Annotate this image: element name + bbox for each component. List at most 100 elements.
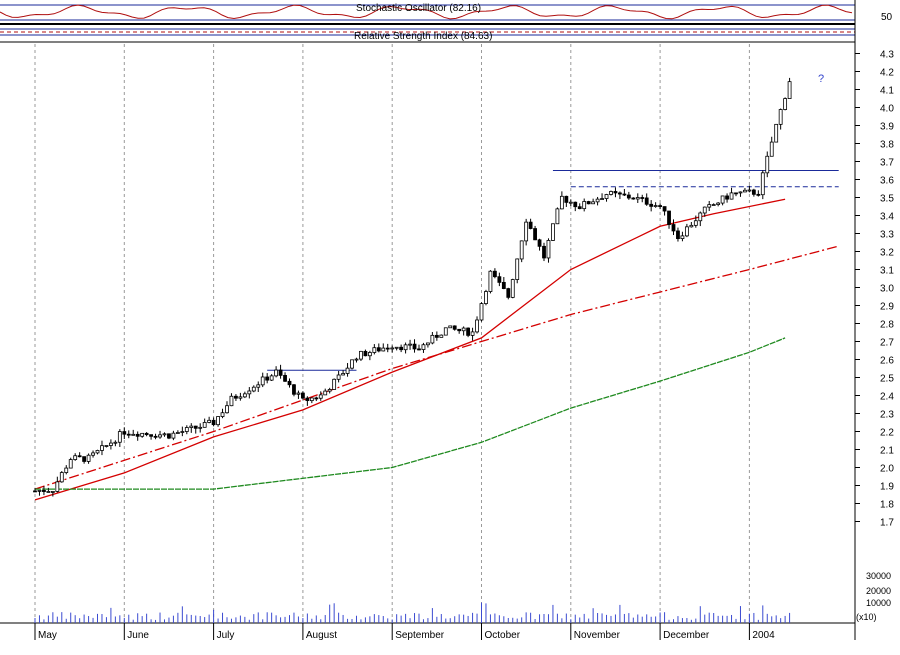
candle-body	[519, 240, 524, 260]
candle-body	[403, 344, 408, 351]
month-label: November	[574, 630, 621, 641]
candle-body	[729, 192, 734, 200]
candle-body	[126, 433, 131, 436]
candle-body	[546, 240, 551, 259]
candle-body	[448, 325, 453, 329]
candle-body	[542, 245, 546, 259]
candle-body	[524, 221, 529, 242]
candle-body	[341, 373, 345, 376]
month-label: May	[38, 630, 57, 641]
month-label: 2004	[752, 630, 775, 641]
candle-body	[501, 281, 506, 289]
candle-body	[207, 419, 212, 423]
candle-body	[180, 431, 185, 433]
month-label: October	[485, 630, 521, 641]
candle-body	[756, 193, 761, 196]
candle-body	[738, 191, 743, 194]
candle-body	[234, 395, 238, 399]
candle-body	[533, 228, 537, 241]
question-mark-annotation: ?	[818, 73, 824, 85]
candle-body	[613, 191, 618, 194]
candle-body	[417, 348, 421, 351]
candle-body	[582, 201, 587, 210]
candle-body	[256, 384, 261, 388]
candle-body	[122, 431, 127, 435]
candle-body	[167, 433, 171, 439]
candle-body	[426, 342, 430, 346]
candle-body	[287, 380, 292, 386]
candle-body	[327, 389, 332, 392]
candle-body	[595, 198, 600, 203]
candle-body	[497, 276, 502, 283]
price-tick-label: 3.7	[880, 158, 894, 169]
candle-body	[144, 432, 149, 436]
candle-body	[332, 378, 337, 390]
price-tick-label: 4.0	[880, 104, 894, 115]
price-tick-label: 4.3	[880, 50, 894, 61]
candle-body	[135, 433, 140, 437]
price-tick-label: 1.8	[880, 500, 894, 511]
candle-body	[653, 205, 658, 207]
candle-body	[50, 491, 55, 493]
candle-body	[345, 367, 350, 374]
candle-body	[399, 346, 404, 351]
price-tick-label: 3.9	[880, 122, 894, 133]
candle-body	[100, 445, 104, 451]
candle-body	[46, 491, 51, 493]
price-tick-label: 3.8	[880, 140, 894, 151]
candle-body	[359, 350, 363, 360]
candle-body	[314, 397, 319, 400]
volume-axis: 30000 20000 10000 (x10)	[856, 571, 891, 622]
candle-body	[198, 426, 203, 429]
candle-body	[33, 490, 37, 493]
volume-tick-label: 20000	[866, 586, 891, 596]
candle-body	[568, 201, 573, 204]
candle-body	[283, 374, 287, 382]
candle-body	[676, 230, 680, 240]
candle-body	[372, 347, 377, 353]
candle-body	[189, 425, 194, 428]
candle-body	[640, 197, 645, 199]
month-label: June	[127, 630, 149, 641]
price-tick-label: 3.1	[880, 266, 894, 277]
price-tick-label: 2.8	[880, 320, 894, 331]
candle-body	[64, 467, 69, 473]
candle-body	[113, 441, 118, 444]
price-tick-label: 3.5	[880, 194, 894, 205]
candle-body	[725, 195, 729, 200]
candle-body	[216, 416, 220, 426]
price-tick-label: 2.4	[880, 392, 894, 403]
candle-body	[251, 386, 256, 392]
candle-body	[783, 98, 788, 110]
candle-body	[193, 425, 198, 429]
moving-averages	[34, 198, 839, 501]
candle-body	[751, 189, 756, 195]
candle-body	[743, 189, 747, 193]
candle-body	[586, 201, 591, 205]
candle-body	[434, 334, 439, 338]
stochastic-panel: Stochastic Oscillator (82.16) 50	[0, 3, 893, 23]
candle-body	[238, 396, 243, 399]
candle-body	[787, 81, 792, 99]
candle-body	[390, 347, 395, 350]
candle-body	[609, 191, 613, 195]
candle-body	[774, 123, 779, 143]
candle-body	[109, 442, 113, 446]
candle-body	[510, 279, 515, 298]
candle-body	[354, 358, 359, 361]
candle-body	[86, 454, 91, 462]
candle-body	[658, 205, 662, 207]
candle-body	[305, 397, 310, 402]
candle-body	[91, 452, 95, 456]
candle-body	[604, 194, 609, 199]
candle-body	[104, 445, 109, 447]
candle-body	[220, 412, 225, 417]
candle-body	[430, 334, 435, 344]
candle-body	[689, 224, 694, 228]
candle-body	[591, 201, 596, 205]
candle-body	[551, 223, 555, 241]
candle-body	[622, 193, 627, 196]
price-tick-label: 2.0	[880, 464, 894, 475]
month-label: September	[395, 630, 445, 641]
